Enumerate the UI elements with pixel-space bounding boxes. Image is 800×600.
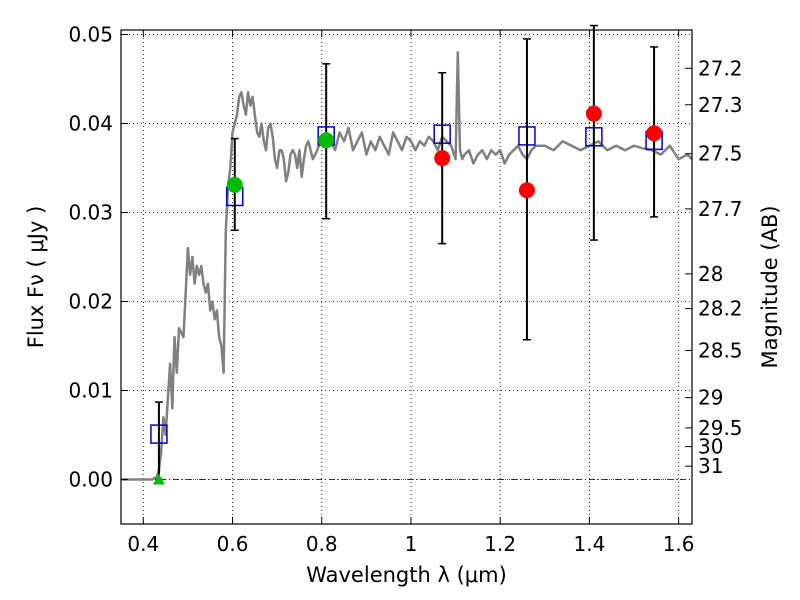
x-tick-label: 1.6: [663, 532, 695, 556]
x-tick-label: 0.4: [127, 532, 159, 556]
grid: [121, 30, 692, 524]
right-tick-label: 29: [698, 386, 723, 410]
observed-flux-point: [518, 182, 535, 199]
detected-flux-point: [318, 132, 335, 149]
y-tick-label: 0.03: [68, 200, 113, 224]
x-axis-title: Wavelength λ (μm): [306, 563, 507, 587]
x-tick-label: 1.4: [573, 532, 605, 556]
y-tick-label: 0.01: [68, 378, 113, 402]
y-tick-label: 0.04: [68, 111, 113, 135]
y-axis-ticks: 0.00 0.01 0.02 0.03 0.04 0.05: [68, 22, 128, 491]
x-tick-label: 0.8: [306, 532, 338, 556]
right-tick-label: 27.2: [698, 56, 743, 80]
right-tick-label: 30: [698, 435, 723, 459]
x-tick-label: 0.6: [217, 532, 249, 556]
observed-flux-point: [434, 150, 451, 167]
right-tick-label: 27.7: [698, 197, 743, 221]
right-tick-label: 27.5: [698, 142, 743, 166]
plot-frame: [120, 29, 693, 525]
right-tick-label: 27.3: [698, 93, 743, 117]
observed-flux-point: [585, 105, 602, 122]
right-tick-label: 28.2: [698, 297, 743, 321]
right-axis-title: Magnitude (AB): [758, 205, 782, 368]
right-tick-label: 31: [698, 454, 723, 478]
data-series: [121, 24, 693, 485]
right-tick-label: 28.5: [698, 338, 743, 362]
observed-flux-point: [646, 125, 663, 142]
detected-flux-point: [226, 176, 243, 193]
model-spectrum-line: [121, 51, 693, 481]
x-tick-label: 1.2: [484, 532, 516, 556]
right-tick-label: 28: [698, 262, 723, 286]
right-tick-label: 29.5: [698, 416, 743, 440]
y-tick-label: 0.02: [68, 289, 113, 313]
upper-limit-triangle: [152, 473, 165, 485]
y-tick-label: 0.05: [68, 22, 113, 46]
x-axis-ticks: 0.4 0.6 0.8 1 1.2 1.4 1.6: [127, 30, 695, 556]
y-axis-title: Flux Fν ( μJy ): [24, 206, 48, 349]
y-tick-label: 0.00: [68, 467, 113, 491]
x-tick-label: 1: [405, 532, 418, 556]
